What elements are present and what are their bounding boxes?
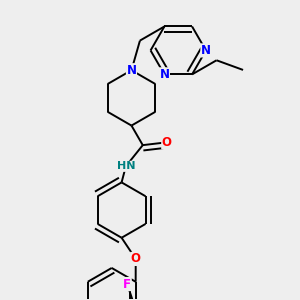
Text: F: F <box>123 278 131 291</box>
Text: O: O <box>131 252 141 266</box>
Text: HN: HN <box>117 161 135 171</box>
Text: N: N <box>201 44 211 57</box>
Text: N: N <box>127 64 136 77</box>
Text: O: O <box>162 136 172 149</box>
Text: N: N <box>159 68 170 81</box>
